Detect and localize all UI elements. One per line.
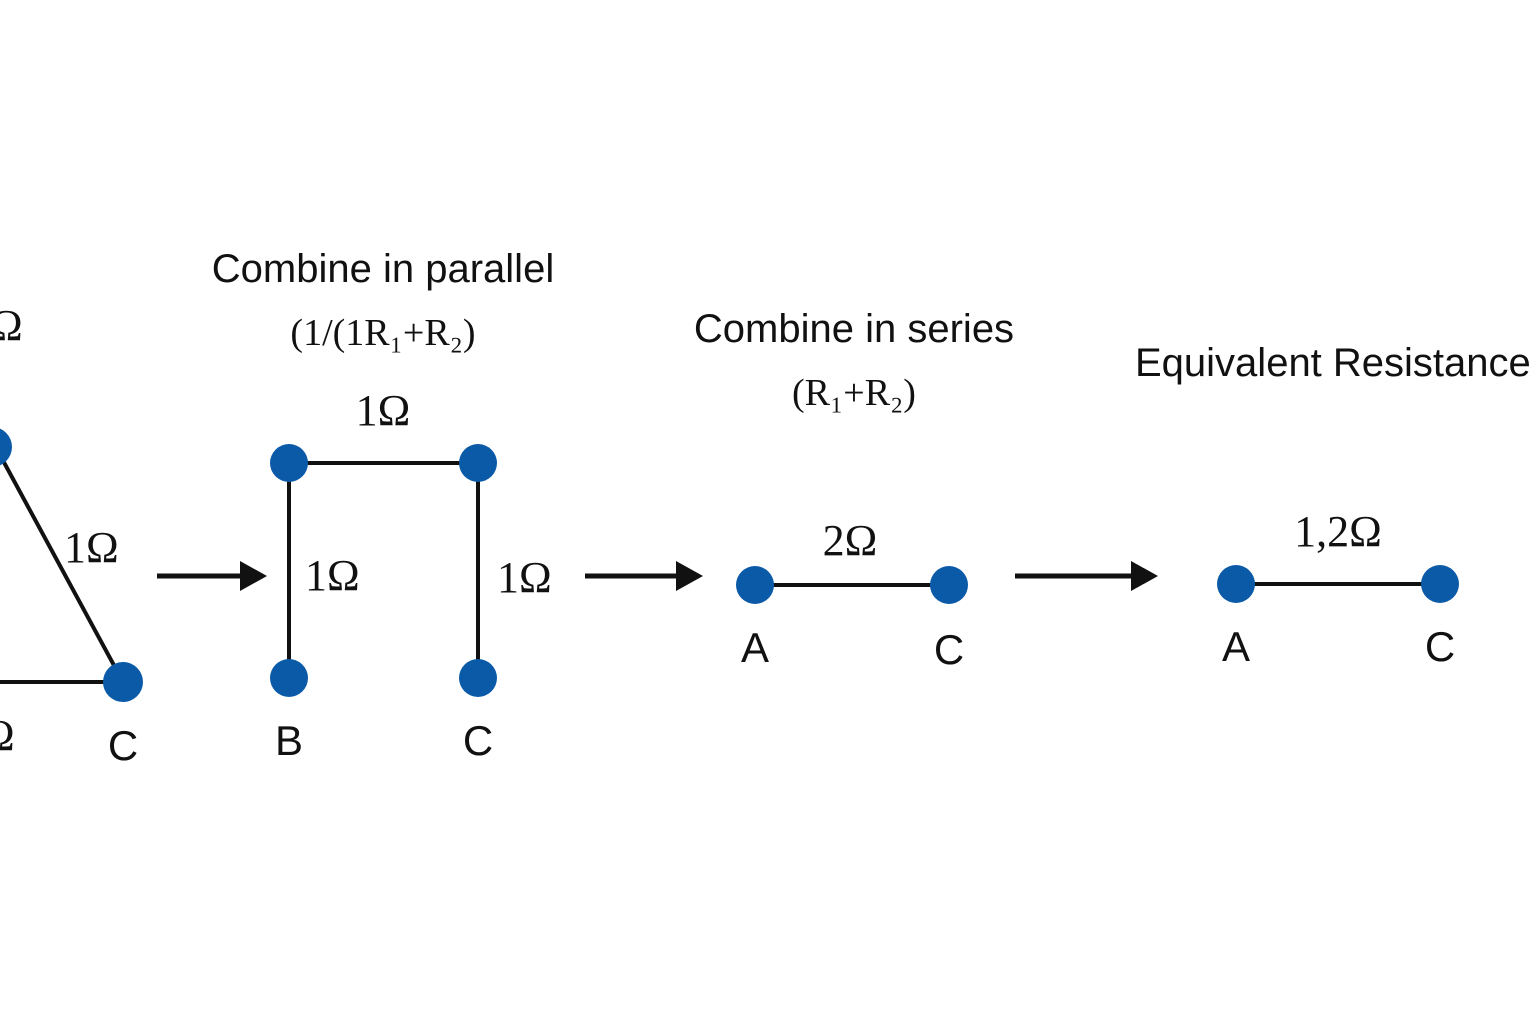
stage4-node-a [1217,565,1255,603]
stage4-label-c: C [1425,623,1455,670]
stage2-label-b: B [275,717,303,764]
stage3-heading: Combine in series [694,307,1014,351]
stage3-node-a [736,566,774,604]
stage3-label-c: C [934,626,964,673]
stage3-res: 2Ω [823,516,878,565]
stage3-label-a: A [741,624,769,671]
stage1-res-bottom-partial: Ω [0,711,15,760]
arrow-3-head [1131,561,1158,591]
stage3-node-c [930,566,968,604]
stage2-res-left: 1Ω [305,551,360,600]
stage4-heading: Equivalent Resistance [1135,341,1531,385]
stage2-formula: (1/(1R₁+R₂) [290,312,475,354]
stage2-node-top-left [270,444,308,482]
stage1-triangle: Ω 1Ω Ω C [0,301,143,769]
arrow-3 [1015,561,1158,591]
arrow-1 [157,561,267,591]
stage4-res: 1,2Ω [1294,507,1382,556]
stage1-node-c [103,662,143,702]
stage2-node-b [270,659,308,697]
stage2-parallel: Combine in parallel (1/(1R₁+R₂) 1Ω 1Ω 1Ω… [212,247,554,764]
stage2-label-c: C [463,717,493,764]
stage3-formula: (R₁+R₂) [792,372,916,414]
stage1-res-diagonal: 1Ω [64,523,119,572]
arrow-2 [585,561,703,591]
stage4-label-a: A [1222,623,1250,670]
stage2-node-top-right [459,444,497,482]
stage1-node-top [0,427,12,467]
arrow-1-head [240,561,267,591]
stage2-heading: Combine in parallel [212,247,554,291]
stage2-res-top: 1Ω [356,386,411,435]
stage1-label-c: C [108,722,138,769]
stage1-res-top-partial: Ω [0,301,23,350]
arrow-2-head [676,561,703,591]
stage2-res-right: 1Ω [497,553,552,602]
stage2-node-c [459,659,497,697]
stage3-series: Combine in series (R₁+R₂) 2Ω A C [694,307,1014,673]
stage4-node-c [1421,565,1459,603]
stage4-equivalent: Equivalent Resistance 1,2Ω A C [1135,341,1531,670]
